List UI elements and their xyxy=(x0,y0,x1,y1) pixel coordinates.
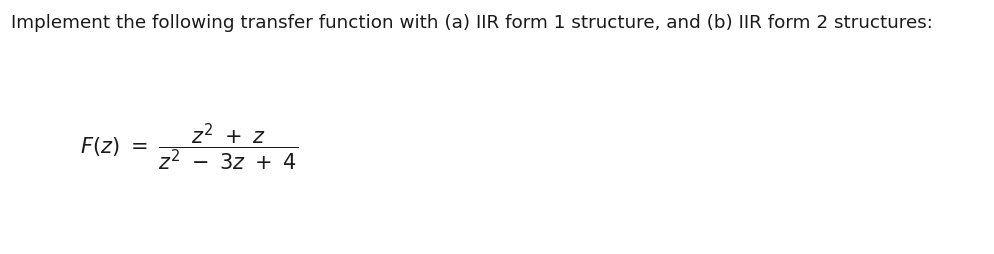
Text: Implement the following transfer function with (a) IIR form 1 structure, and (b): Implement the following transfer functio… xyxy=(11,14,932,32)
Text: $F(z)\ =\ \dfrac{z^2\ +\ z}{z^2\ -\ 3z\ +\ 4}$: $F(z)\ =\ \dfrac{z^2\ +\ z}{z^2\ -\ 3z\ … xyxy=(81,122,298,173)
